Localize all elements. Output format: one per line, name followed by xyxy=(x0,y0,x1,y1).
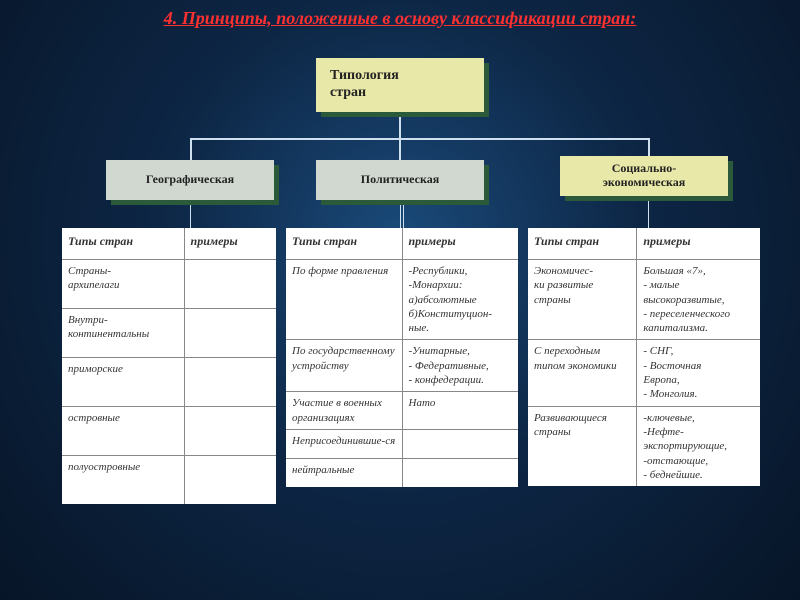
cat-pol: Политическая xyxy=(316,160,484,200)
cell-type: приморские xyxy=(62,358,185,406)
header-types: Типы стран xyxy=(62,228,185,259)
connector xyxy=(190,138,650,140)
cell-example xyxy=(185,407,276,455)
table-row: Страны- архипелаги xyxy=(62,260,276,309)
table-row: По форме правления-Республики, -Монархии… xyxy=(286,260,518,340)
connector xyxy=(399,138,401,160)
root-line1: Типология xyxy=(330,68,399,85)
table-header: Типы стран примеры xyxy=(528,228,760,260)
cell-type: Страны- архипелаги xyxy=(62,260,185,308)
table-header: Типы стран примеры xyxy=(286,228,518,260)
cell-type: Экономичес- ки развитые страны xyxy=(528,260,637,339)
header-types: Типы стран xyxy=(528,228,637,259)
cell-type: островные xyxy=(62,407,185,455)
table-row: островные xyxy=(62,407,276,456)
table-row: Внутри- континентальны xyxy=(62,309,276,358)
cell-type: Участие в военных организациях xyxy=(286,392,403,429)
cell-example: -Республики, -Монархии: а)абсолютные б)К… xyxy=(403,260,519,339)
cell-example xyxy=(185,358,276,406)
table-pol: Типы стран примеры По форме правления-Ре… xyxy=(286,228,518,487)
cell-example: -Унитарные, - Федеративные, - конфедерац… xyxy=(403,340,519,391)
header-examples: примеры xyxy=(403,228,519,259)
table-row: Участие в военных организацияхНато xyxy=(286,392,518,430)
table-body: По форме правления-Республики, -Монархии… xyxy=(286,260,518,487)
cell-type: нейтральные xyxy=(286,459,403,487)
table-row: Развивающиеся страны-ключевые, -Нефте- э… xyxy=(528,407,760,486)
cell-example xyxy=(185,309,276,357)
cell-type: По государственному устройству xyxy=(286,340,403,391)
connector xyxy=(648,200,649,228)
cat-pol-label: Политическая xyxy=(361,173,439,187)
cell-example: Нато xyxy=(403,392,519,429)
connector xyxy=(190,204,191,228)
box-face: Политическая xyxy=(316,160,484,200)
connector xyxy=(190,138,192,160)
cell-example: - СНГ, - Восточная Европа, - Монголия. xyxy=(637,340,760,405)
root-node: Типология стран xyxy=(316,58,484,112)
connector xyxy=(648,138,650,156)
table-row: По государственному устройству-Унитарные… xyxy=(286,340,518,392)
cat-geo: Географическая xyxy=(106,160,274,200)
cell-example xyxy=(185,456,276,504)
cell-example: Большая «7», - малые высокоразвитые, - п… xyxy=(637,260,760,339)
box-face: Типология стран xyxy=(316,58,484,112)
cat-soc: Социально- экономическая xyxy=(560,156,728,196)
table-row: нейтральные xyxy=(286,459,518,487)
cell-type: Внутри- континентальны xyxy=(62,309,185,357)
table-row: Неприсоединившие-ся xyxy=(286,430,518,459)
connector xyxy=(400,204,401,228)
header-examples: примеры xyxy=(185,228,276,259)
table-row: Экономичес- ки развитые страныБольшая «7… xyxy=(528,260,760,340)
table-header: Типы стран примеры xyxy=(62,228,276,260)
cell-type: Неприсоединившие-ся xyxy=(286,430,403,458)
table-body: Страны- архипелагиВнутри- континентальны… xyxy=(62,260,276,504)
header-types: Типы стран xyxy=(286,228,403,259)
cell-example: -ключевые, -Нефте- экспортирующие, -отст… xyxy=(637,407,760,486)
connector xyxy=(403,204,404,228)
cell-type: По форме правления xyxy=(286,260,403,339)
box-face: Социально- экономическая xyxy=(560,156,728,196)
table-body: Экономичес- ки развитые страныБольшая «7… xyxy=(528,260,760,486)
cat-soc-label: Социально- экономическая xyxy=(603,162,686,190)
slide-title: 4. Принципы, положенные в основу классиф… xyxy=(0,8,800,29)
connector xyxy=(399,116,401,138)
cat-geo-label: Географическая xyxy=(146,173,234,187)
cell-type: Развивающиеся страны xyxy=(528,407,637,486)
table-geo: Типы стран примеры Страны- архипелагиВну… xyxy=(62,228,276,504)
slide: 4. Принципы, положенные в основу классиф… xyxy=(0,0,800,600)
cell-example xyxy=(185,260,276,308)
header-examples: примеры xyxy=(637,228,760,259)
cell-type: полуостровные xyxy=(62,456,185,504)
table-row: приморские xyxy=(62,358,276,407)
cell-type: С переходным типом экономики xyxy=(528,340,637,405)
cell-example xyxy=(403,430,519,458)
cell-example xyxy=(403,459,519,487)
table-row: полуостровные xyxy=(62,456,276,504)
box-face: Географическая xyxy=(106,160,274,200)
table-soc: Типы стран примеры Экономичес- ки развит… xyxy=(528,228,760,486)
root-line2: стран xyxy=(330,85,366,102)
table-row: С переходным типом экономики- СНГ, - Вос… xyxy=(528,340,760,406)
